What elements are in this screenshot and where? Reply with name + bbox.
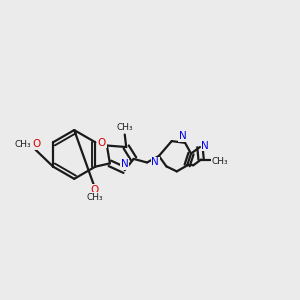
Text: O: O xyxy=(32,139,40,149)
Text: N: N xyxy=(201,140,209,151)
Text: CH₃: CH₃ xyxy=(116,123,133,132)
Text: O: O xyxy=(91,184,99,194)
Text: CH₃: CH₃ xyxy=(212,157,229,166)
Text: N: N xyxy=(179,131,187,141)
Text: N: N xyxy=(152,158,159,167)
Text: CH₃: CH₃ xyxy=(86,193,103,202)
Text: CH₃: CH₃ xyxy=(15,140,32,148)
Text: O: O xyxy=(98,138,106,148)
Text: N: N xyxy=(121,159,129,169)
